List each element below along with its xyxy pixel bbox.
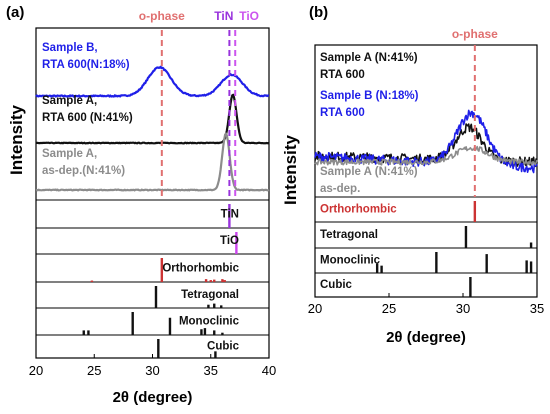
series-line xyxy=(35,93,270,145)
series-label: RTA 600 xyxy=(320,69,365,81)
reference-name: Cubic xyxy=(320,279,353,291)
x-tick-label: 35 xyxy=(530,301,544,316)
phase-marker-label: TiO xyxy=(239,9,259,23)
phase-marker-label: o-phase xyxy=(452,27,498,41)
reference-name: Tetragonal xyxy=(320,229,378,241)
series-label: as-dep.(N:41%) xyxy=(42,165,125,177)
series-label: as-dep. xyxy=(320,183,360,195)
x-axis-label: 2θ (degree) xyxy=(113,389,193,406)
series-label: Sample A (N:41%) xyxy=(320,52,418,64)
reference-name: Monoclinic xyxy=(320,255,381,267)
series-label: Sample A, xyxy=(42,148,97,160)
series-label: Sample B (N:18%) xyxy=(320,90,419,102)
reference-name: Monoclinic xyxy=(179,316,240,328)
x-tick-label: 20 xyxy=(308,301,322,316)
panel-label: (a) xyxy=(6,4,24,21)
series-label: RTA 600(N:18%) xyxy=(42,59,130,71)
y-axis-label: Intensity xyxy=(7,105,26,175)
series-label: RTA 600 xyxy=(320,107,365,119)
panel-a: (a) Sample B, RTA 600(N:18%) Sample A, RTA 6… xyxy=(6,4,276,406)
series-label: RTA 600 (N:41%) xyxy=(42,112,133,124)
series-line xyxy=(314,145,538,166)
x-tick-label: 30 xyxy=(145,363,159,378)
x-tick-label: 20 xyxy=(29,363,43,378)
panel-label: (b) xyxy=(309,4,328,21)
reference-name: Tetragonal xyxy=(181,289,239,301)
series-label: Sample B, xyxy=(42,42,98,54)
series-label: Sample A (N:41%) xyxy=(320,166,418,178)
x-tick-label: 30 xyxy=(456,301,470,316)
panel-b: (b) Sample A (N:41%) RTA 600 Sample B (N:18… xyxy=(281,4,544,346)
x-tick-label: 25 xyxy=(382,301,396,316)
phase-marker-label: TiN xyxy=(214,9,233,23)
x-tick-label: 40 xyxy=(262,363,276,378)
phase-marker-label: o-phase xyxy=(139,9,185,23)
x-tick-label: 25 xyxy=(87,363,101,378)
reference-name: Orthorhombic xyxy=(320,204,397,216)
reference-name: TiO xyxy=(220,235,239,247)
reference-name: Cubic xyxy=(207,340,240,352)
x-tick-label: 35 xyxy=(204,363,218,378)
plot-frame xyxy=(314,44,538,298)
y-axis-label: Intensity xyxy=(281,135,300,205)
reference-name: Orthorhombic xyxy=(162,262,239,274)
series-label: Sample A, xyxy=(42,95,97,107)
x-axis-label: 2θ (degree) xyxy=(386,329,466,346)
series-line xyxy=(35,65,270,98)
reference-name: TiN xyxy=(221,208,239,220)
